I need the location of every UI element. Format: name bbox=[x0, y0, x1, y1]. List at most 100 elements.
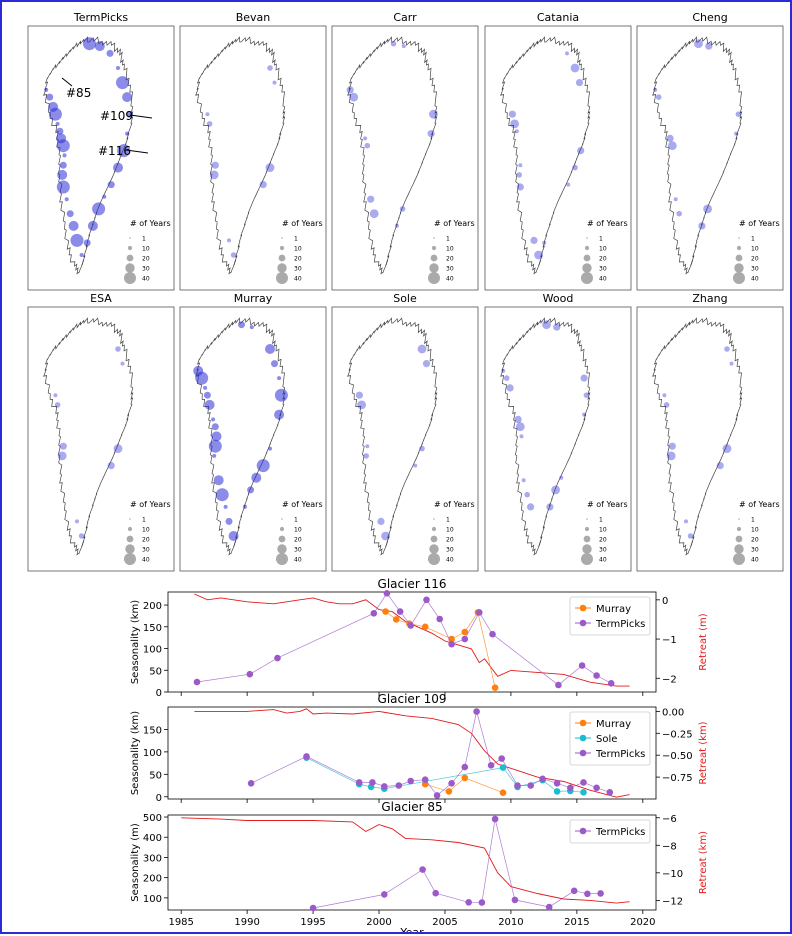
data-point bbox=[461, 628, 469, 636]
greenland-coastline bbox=[43, 36, 134, 275]
glacier-marker bbox=[211, 161, 219, 169]
data-point bbox=[514, 782, 521, 789]
series-line bbox=[250, 711, 610, 796]
greenland-coastline bbox=[347, 36, 438, 275]
glacier-marker bbox=[54, 402, 61, 408]
glacier-marker bbox=[553, 323, 561, 331]
glacier-marker bbox=[46, 93, 54, 101]
map-legend-value: 20 bbox=[599, 537, 607, 544]
glacier-marker bbox=[53, 393, 58, 398]
glacier-marker bbox=[364, 142, 371, 149]
glacier-marker bbox=[211, 431, 222, 442]
data-point bbox=[527, 782, 534, 789]
glacier-marker bbox=[667, 141, 677, 151]
y-axis-label: Seasonality (km) bbox=[130, 600, 141, 684]
glacier-marker bbox=[514, 129, 519, 134]
map-title: ESA bbox=[90, 292, 112, 305]
map-title: Catania bbox=[537, 11, 579, 24]
y-tick-label: 100 bbox=[143, 645, 162, 656]
glacier-marker bbox=[417, 344, 427, 354]
map-legend-value: 1 bbox=[294, 517, 298, 524]
greenland-coastline bbox=[652, 36, 743, 275]
map-legend-value: 30 bbox=[294, 266, 302, 273]
legend-label: Sole bbox=[596, 734, 617, 745]
map-legend-title: # of Years bbox=[739, 219, 780, 228]
y2-tick-label: −6 bbox=[662, 814, 677, 825]
map-legend-title: # of Years bbox=[739, 500, 780, 509]
map-legend-value: 1 bbox=[446, 517, 450, 524]
map-legend-value: 10 bbox=[142, 527, 150, 534]
glacier-marker bbox=[673, 197, 678, 202]
glacier-marker bbox=[259, 181, 267, 189]
map-legend-value: 1 bbox=[142, 517, 146, 524]
glacier-marker bbox=[367, 195, 375, 203]
map-legend-value: 20 bbox=[294, 537, 302, 544]
map-legend-value: 10 bbox=[294, 246, 302, 253]
map-legend-value: 20 bbox=[751, 256, 759, 263]
glacier-marker bbox=[211, 423, 219, 431]
y-tick-label: 50 bbox=[149, 666, 162, 677]
map-legend-symbol bbox=[127, 526, 133, 532]
map-legend-value: 30 bbox=[446, 266, 454, 273]
retreat-line bbox=[181, 817, 630, 904]
glacier-marker bbox=[676, 210, 682, 217]
map-legend-value: 20 bbox=[446, 537, 454, 544]
data-point bbox=[461, 774, 469, 782]
map-legend-symbol bbox=[582, 544, 592, 554]
glacier-marker bbox=[399, 206, 406, 212]
glacier-marker bbox=[247, 486, 255, 494]
map-legend-value: 40 bbox=[446, 276, 454, 283]
map-title: Carr bbox=[393, 11, 417, 24]
glacier-marker bbox=[106, 49, 114, 57]
greenland-coastline bbox=[652, 317, 743, 556]
chart-glacier-109: Glacier 109 0 50 100 150 0.00 −0.25 −0.50 −0.75 S… bbox=[130, 692, 709, 804]
map-legend-value: 40 bbox=[142, 276, 150, 283]
map-legend-value: 30 bbox=[599, 547, 607, 554]
map-legend-symbol bbox=[738, 237, 740, 239]
x-tick-label: 2000 bbox=[366, 917, 391, 928]
map-legend-symbol bbox=[279, 245, 285, 251]
map-legend-symbol bbox=[431, 245, 437, 251]
glacier-marker bbox=[256, 459, 270, 473]
data-point bbox=[432, 889, 440, 897]
map-legend-symbol bbox=[583, 254, 591, 262]
glacier-marker bbox=[501, 368, 506, 373]
map-legend-value: 20 bbox=[142, 537, 150, 544]
plot-area bbox=[167, 706, 657, 800]
map-title: Bevan bbox=[236, 11, 271, 24]
y2-tick-label: −0.50 bbox=[662, 751, 693, 762]
glacier-annotation: #85 bbox=[66, 86, 91, 100]
map-legend-value: 40 bbox=[294, 276, 302, 283]
glacier-marker bbox=[83, 239, 91, 247]
glacier-marker bbox=[274, 409, 285, 420]
map-legend-symbol bbox=[736, 245, 742, 251]
map-legend-symbol bbox=[124, 272, 136, 284]
legend-box bbox=[569, 596, 651, 636]
data-point bbox=[597, 890, 604, 897]
map-legend-symbol bbox=[430, 535, 438, 543]
glacier-marker bbox=[566, 182, 571, 187]
map-legend-value: 10 bbox=[446, 246, 454, 253]
glacier-marker bbox=[62, 153, 67, 158]
map-legend-value: 40 bbox=[751, 276, 759, 283]
data-point bbox=[355, 779, 363, 786]
map-legend-symbol bbox=[584, 526, 590, 532]
glacier-marker bbox=[107, 462, 115, 470]
glacier-marker bbox=[724, 346, 730, 352]
map-legend-symbol bbox=[277, 263, 287, 273]
map-border bbox=[636, 25, 784, 291]
glacier-marker bbox=[698, 222, 706, 230]
data-point bbox=[476, 609, 483, 616]
data-point bbox=[396, 608, 404, 615]
glacier-marker bbox=[92, 202, 106, 216]
glacier-marker bbox=[369, 209, 379, 219]
map-legend-value: 20 bbox=[446, 256, 454, 263]
chart-glacier-85: Glacier 85 100 200 300 400 500 −6 −8 −10 −12 1985 1… bbox=[130, 800, 709, 936]
glacier-marker bbox=[518, 163, 523, 168]
glacier-marker bbox=[394, 223, 399, 228]
map-border bbox=[27, 25, 175, 291]
glacier-marker bbox=[117, 144, 131, 158]
map-legend-value: 30 bbox=[142, 547, 150, 554]
map-legend-value: 40 bbox=[599, 557, 607, 564]
map-legend-symbol bbox=[735, 535, 743, 543]
